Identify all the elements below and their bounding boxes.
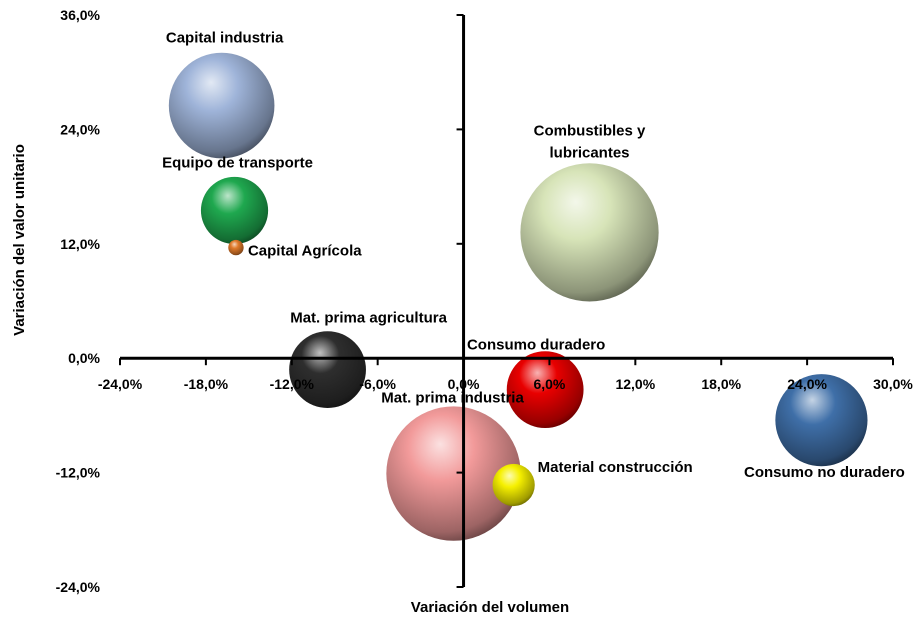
bubble-label: Mat. prima agricultura [290,310,447,327]
y-tick-label: -12,0% [56,465,101,481]
bubble-capital-industria [168,52,275,159]
bubble-label: Combustibles y lubricantes [534,122,646,161]
bubble-consumo-no-duradero [775,374,868,467]
bubble-label: Material construcción [538,459,693,476]
labels-layer: -24,0% -18,0% -12,0% -6,0% 0,0% 6,0% 12,0% 18,0… [56,7,914,595]
y-tick-label: -24,0% [56,579,101,595]
x-tick-label: 12,0% [615,376,655,392]
bubble-combustibles-y-lubricantes [520,163,659,302]
bubble-label: Consumo no duradero [744,464,905,481]
bubble-mat-prima-industria [386,406,521,541]
x-tick-label: 0,0% [448,376,480,392]
bubbles-layer [168,52,868,541]
y-axis-title: Variación del valor unitario [11,144,28,336]
x-tick-label: 18,0% [701,376,741,392]
x-tick-label: 30,0% [873,376,913,392]
x-tick-label: 6,0% [533,376,565,392]
bubble-mat-prima-agricultura [289,331,366,409]
bubble-label: Equipo de transporte [162,154,313,171]
x-tick-label: -18,0% [184,376,229,392]
bubble-material-construcci-n [492,463,535,507]
bubble-equipo-de-transporte [200,176,269,245]
axes-layer [119,14,894,588]
bubble-label: Mat. prima industria [381,390,524,407]
bubble-capital-agr-cola [228,239,244,256]
bubble-consumo-duradero [506,351,584,429]
x-tick-label: -6,0% [359,376,396,392]
bubble-label: Capital industria [166,30,284,47]
x-tick-label: -24,0% [98,376,143,392]
bubble-label: Capital Agrícola [248,243,362,260]
y-tick-label: 36,0% [60,7,100,23]
bubble-label: Consumo duradero [467,337,605,354]
y-tick-label: 12,0% [60,236,100,252]
x-axis-title: Variación del volumen [411,599,569,616]
y-tick-label: 0,0% [68,350,100,366]
x-tick-label: -12,0% [270,376,315,392]
y-tick-label: 24,0% [60,121,100,137]
x-tick-label: 24,0% [787,376,827,392]
